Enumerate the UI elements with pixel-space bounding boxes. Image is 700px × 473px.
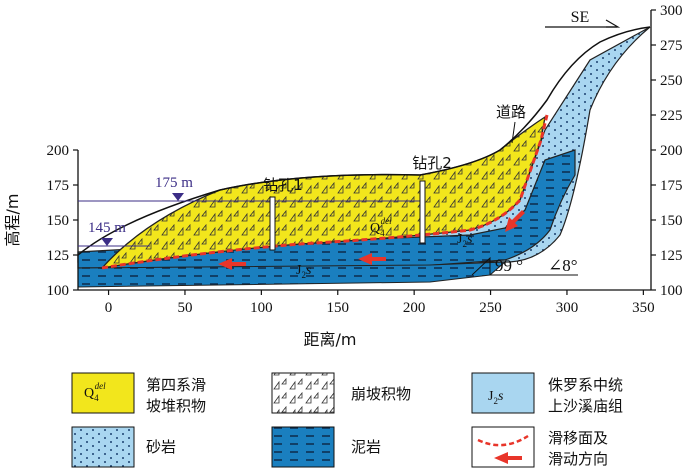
x-tick-label: 350	[632, 300, 655, 316]
legend-text-mudstone: 泥岩	[351, 438, 381, 456]
y-right-tick-label: 200	[660, 143, 683, 159]
j2s-label-secondary: J2s	[457, 232, 473, 249]
legend-text-slip-line2: 滑动方向	[548, 450, 608, 468]
legend-slip-line	[477, 434, 529, 447]
legend-text-sandstone: 砂岩	[146, 438, 176, 456]
y-left-tick-label: 175	[47, 178, 70, 194]
x-tick-label: 250	[479, 300, 502, 316]
slip-arrows	[218, 210, 525, 270]
dip-azimuth: 99 °	[495, 256, 523, 275]
legend-text-j2s-line1: 侏罗系中统	[548, 376, 623, 394]
x-tick-label: 150	[327, 300, 350, 316]
dip-annotation: 99 ° ∠8°	[471, 256, 578, 276]
y-right-tick-label: 250	[660, 73, 683, 89]
legend-swatch-mudstone	[271, 426, 335, 468]
y-axis-title: 高程/m	[3, 194, 22, 247]
dip-angle: ∠8°	[548, 256, 578, 275]
y-right-tick-label: 100	[660, 283, 683, 299]
y-right-tick-label: 125	[660, 248, 683, 264]
water-level-145-label: 145 m	[88, 220, 126, 236]
water-level-175-icon	[172, 193, 184, 201]
x-tick-label: 200	[403, 300, 426, 316]
y-axis-left-ticks: 100 125 150 175 200	[47, 143, 78, 299]
ground-surface	[77, 26, 651, 256]
legend-text-j2s-line2: 上沙溪庙组	[548, 397, 623, 415]
y-left-tick-label: 125	[47, 248, 70, 264]
borehole-1	[269, 196, 276, 251]
legend-text-q4-line2: 坡堆积物	[146, 397, 206, 415]
svg-text:J2s: J2s	[457, 232, 473, 249]
y-left-tick-label: 150	[47, 213, 70, 229]
q4-label: Q4del	[370, 216, 392, 238]
y-left-tick-label: 100	[47, 283, 70, 299]
borehole-1-label: 钻孔1	[263, 176, 303, 194]
x-tick-label: 100	[250, 300, 273, 316]
legend-text-q4-line1: 第四系滑	[146, 376, 206, 394]
direction-label: SE	[571, 9, 590, 26]
water-level-175-label: 175 m	[155, 175, 193, 191]
y-left-tick-label: 200	[47, 143, 70, 159]
legend-swatch-colluvium	[271, 372, 335, 414]
y-right-tick-label: 225	[660, 108, 683, 124]
legend-text-slip-line1: 滑移面及	[548, 429, 608, 447]
direction-indicator: SE	[545, 9, 621, 28]
arrow-right-icon	[605, 19, 621, 28]
legend-slip-arrow-icon	[494, 452, 522, 464]
x-tick-label: 300	[556, 300, 579, 316]
x-tick-label: 50	[177, 300, 192, 316]
x-axis-ticks: 0 50 100 150 200 250 300 350	[105, 290, 655, 316]
geology-layers	[77, 26, 651, 288]
boreholes: 钻孔1 钻孔2	[263, 154, 452, 251]
j2s-label-main: J2s	[296, 263, 312, 280]
x-axis-title: 距离/m	[304, 330, 357, 349]
borehole-2-label: 钻孔2	[412, 154, 452, 172]
y-right-tick-label: 175	[660, 178, 683, 194]
water-levels: 175 m 145 m	[78, 175, 420, 247]
slip-arrow-1	[218, 258, 246, 270]
legend-swatch-sandstone	[71, 426, 135, 468]
svg-text:Q4del: Q4del	[370, 216, 392, 238]
slip-arrow-2	[358, 253, 386, 265]
legend-swatch-q4-label: Q4del	[84, 381, 106, 403]
svg-text:J2s: J2s	[296, 263, 312, 280]
y-right-tick-label: 300	[660, 3, 683, 19]
legend-swatch-j2s-label: J2s	[488, 389, 504, 406]
legend-swatch-j2s	[471, 372, 535, 414]
y-right-tick-label: 275	[660, 38, 683, 54]
road-label: 道路	[496, 103, 526, 121]
y-right-tick-label: 150	[660, 213, 683, 229]
borehole-2	[419, 180, 426, 244]
legend-swatch-q4	[71, 372, 135, 414]
slip-arrow-3	[505, 210, 525, 232]
x-tick-label: 0	[105, 300, 113, 316]
y-axis-right-ticks: 100 125 150 175 200 225 250 275 300	[651, 3, 683, 299]
legend: Q4del 第四系滑 坡堆积物 崩坡积物 J2s 侏罗系中统 上沙溪庙组 砂岩 …	[71, 372, 623, 468]
road-marker: 道路	[496, 103, 526, 144]
water-level-145-icon	[101, 238, 113, 246]
slip-surface	[101, 114, 549, 270]
legend-text-colluvium: 崩坡积物	[351, 385, 411, 403]
